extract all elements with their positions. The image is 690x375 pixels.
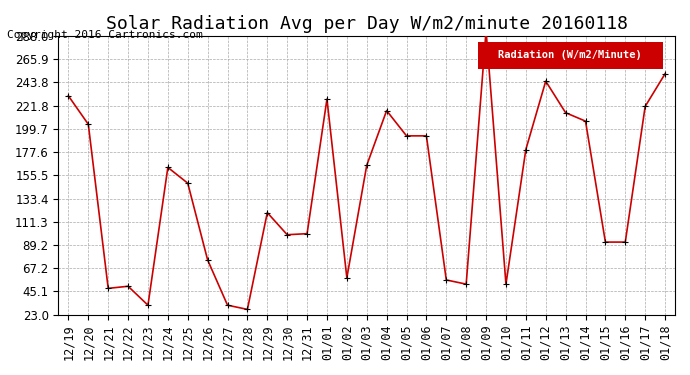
Title: Solar Radiation Avg per Day W/m2/minute 20160118: Solar Radiation Avg per Day W/m2/minute … [106, 15, 628, 33]
Text: Copyright 2016 Cartronics.com: Copyright 2016 Cartronics.com [7, 30, 203, 39]
